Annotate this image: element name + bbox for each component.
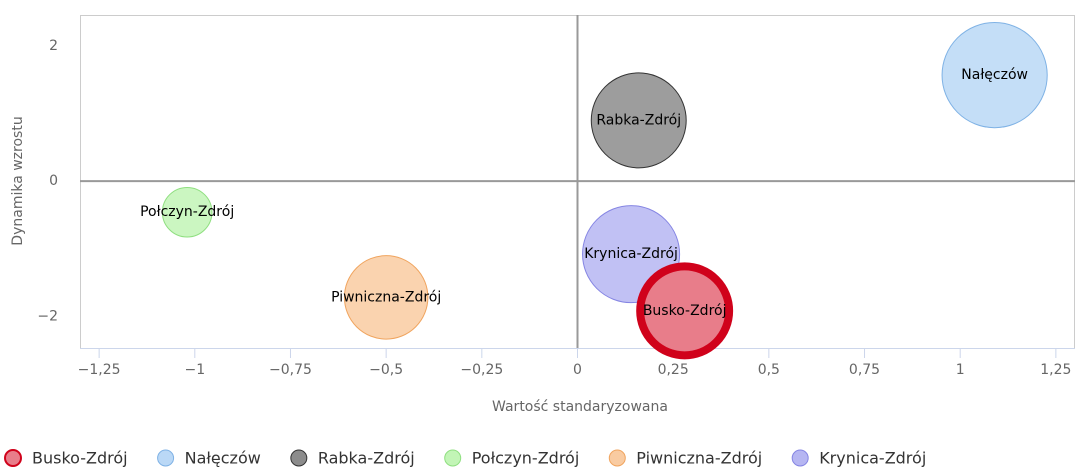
legend-symbol <box>791 449 809 467</box>
x-tick-label: 1,25 <box>1040 362 1071 378</box>
legend-symbol <box>157 449 175 467</box>
bubble <box>636 262 734 360</box>
legend-label: Rabka-Zdrój <box>318 449 415 468</box>
y-axis-title: Dynamika wzrostu <box>10 116 26 245</box>
legend-label: Połczyn-Zdrój <box>472 449 580 468</box>
x-tick-label: −0,5 <box>369 362 403 378</box>
legend-symbol <box>4 449 22 467</box>
legend-label: Busko-Zdrój <box>32 449 128 468</box>
x-tick-label: 0,75 <box>849 362 880 378</box>
legend-symbol <box>444 449 462 467</box>
data-label: Busko-Zdrój <box>643 303 727 319</box>
x-tick-label: 0,25 <box>658 362 689 378</box>
x-tick-label: 0,5 <box>758 362 780 378</box>
x-tick-label: −0,25 <box>460 362 503 378</box>
legend-label: Piwniczna-Zdrój <box>636 449 762 468</box>
data-label: Nałęczów <box>961 67 1028 83</box>
data-label: Połczyn-Zdrój <box>140 204 234 220</box>
x-tick-label: −1 <box>184 362 205 378</box>
x-tick-label: −1,25 <box>78 362 121 378</box>
bubble <box>590 72 687 169</box>
x-tick-label: 1 <box>956 362 965 378</box>
bubble <box>941 22 1048 129</box>
legend-symbol <box>290 449 308 467</box>
y-tick-label: 0 <box>49 173 58 189</box>
x-axis-title: Wartość standaryzowana <box>492 399 668 415</box>
data-label: Piwniczna-Zdrój <box>331 289 441 305</box>
x-tick-label: −0,75 <box>269 362 312 378</box>
bubble <box>161 186 213 238</box>
bubble <box>343 255 429 340</box>
data-label: Krynica-Zdrój <box>584 246 678 262</box>
y-tick-label: 2 <box>49 38 58 54</box>
x-tick-label: 0 <box>573 362 582 378</box>
legend-symbol <box>608 449 626 467</box>
y-tick-label: −2 <box>37 308 58 324</box>
legend-label: Krynica-Zdrój <box>819 449 926 468</box>
legend-label: Nałęczów <box>185 449 261 468</box>
data-label: Rabka-Zdrój <box>596 112 681 128</box>
